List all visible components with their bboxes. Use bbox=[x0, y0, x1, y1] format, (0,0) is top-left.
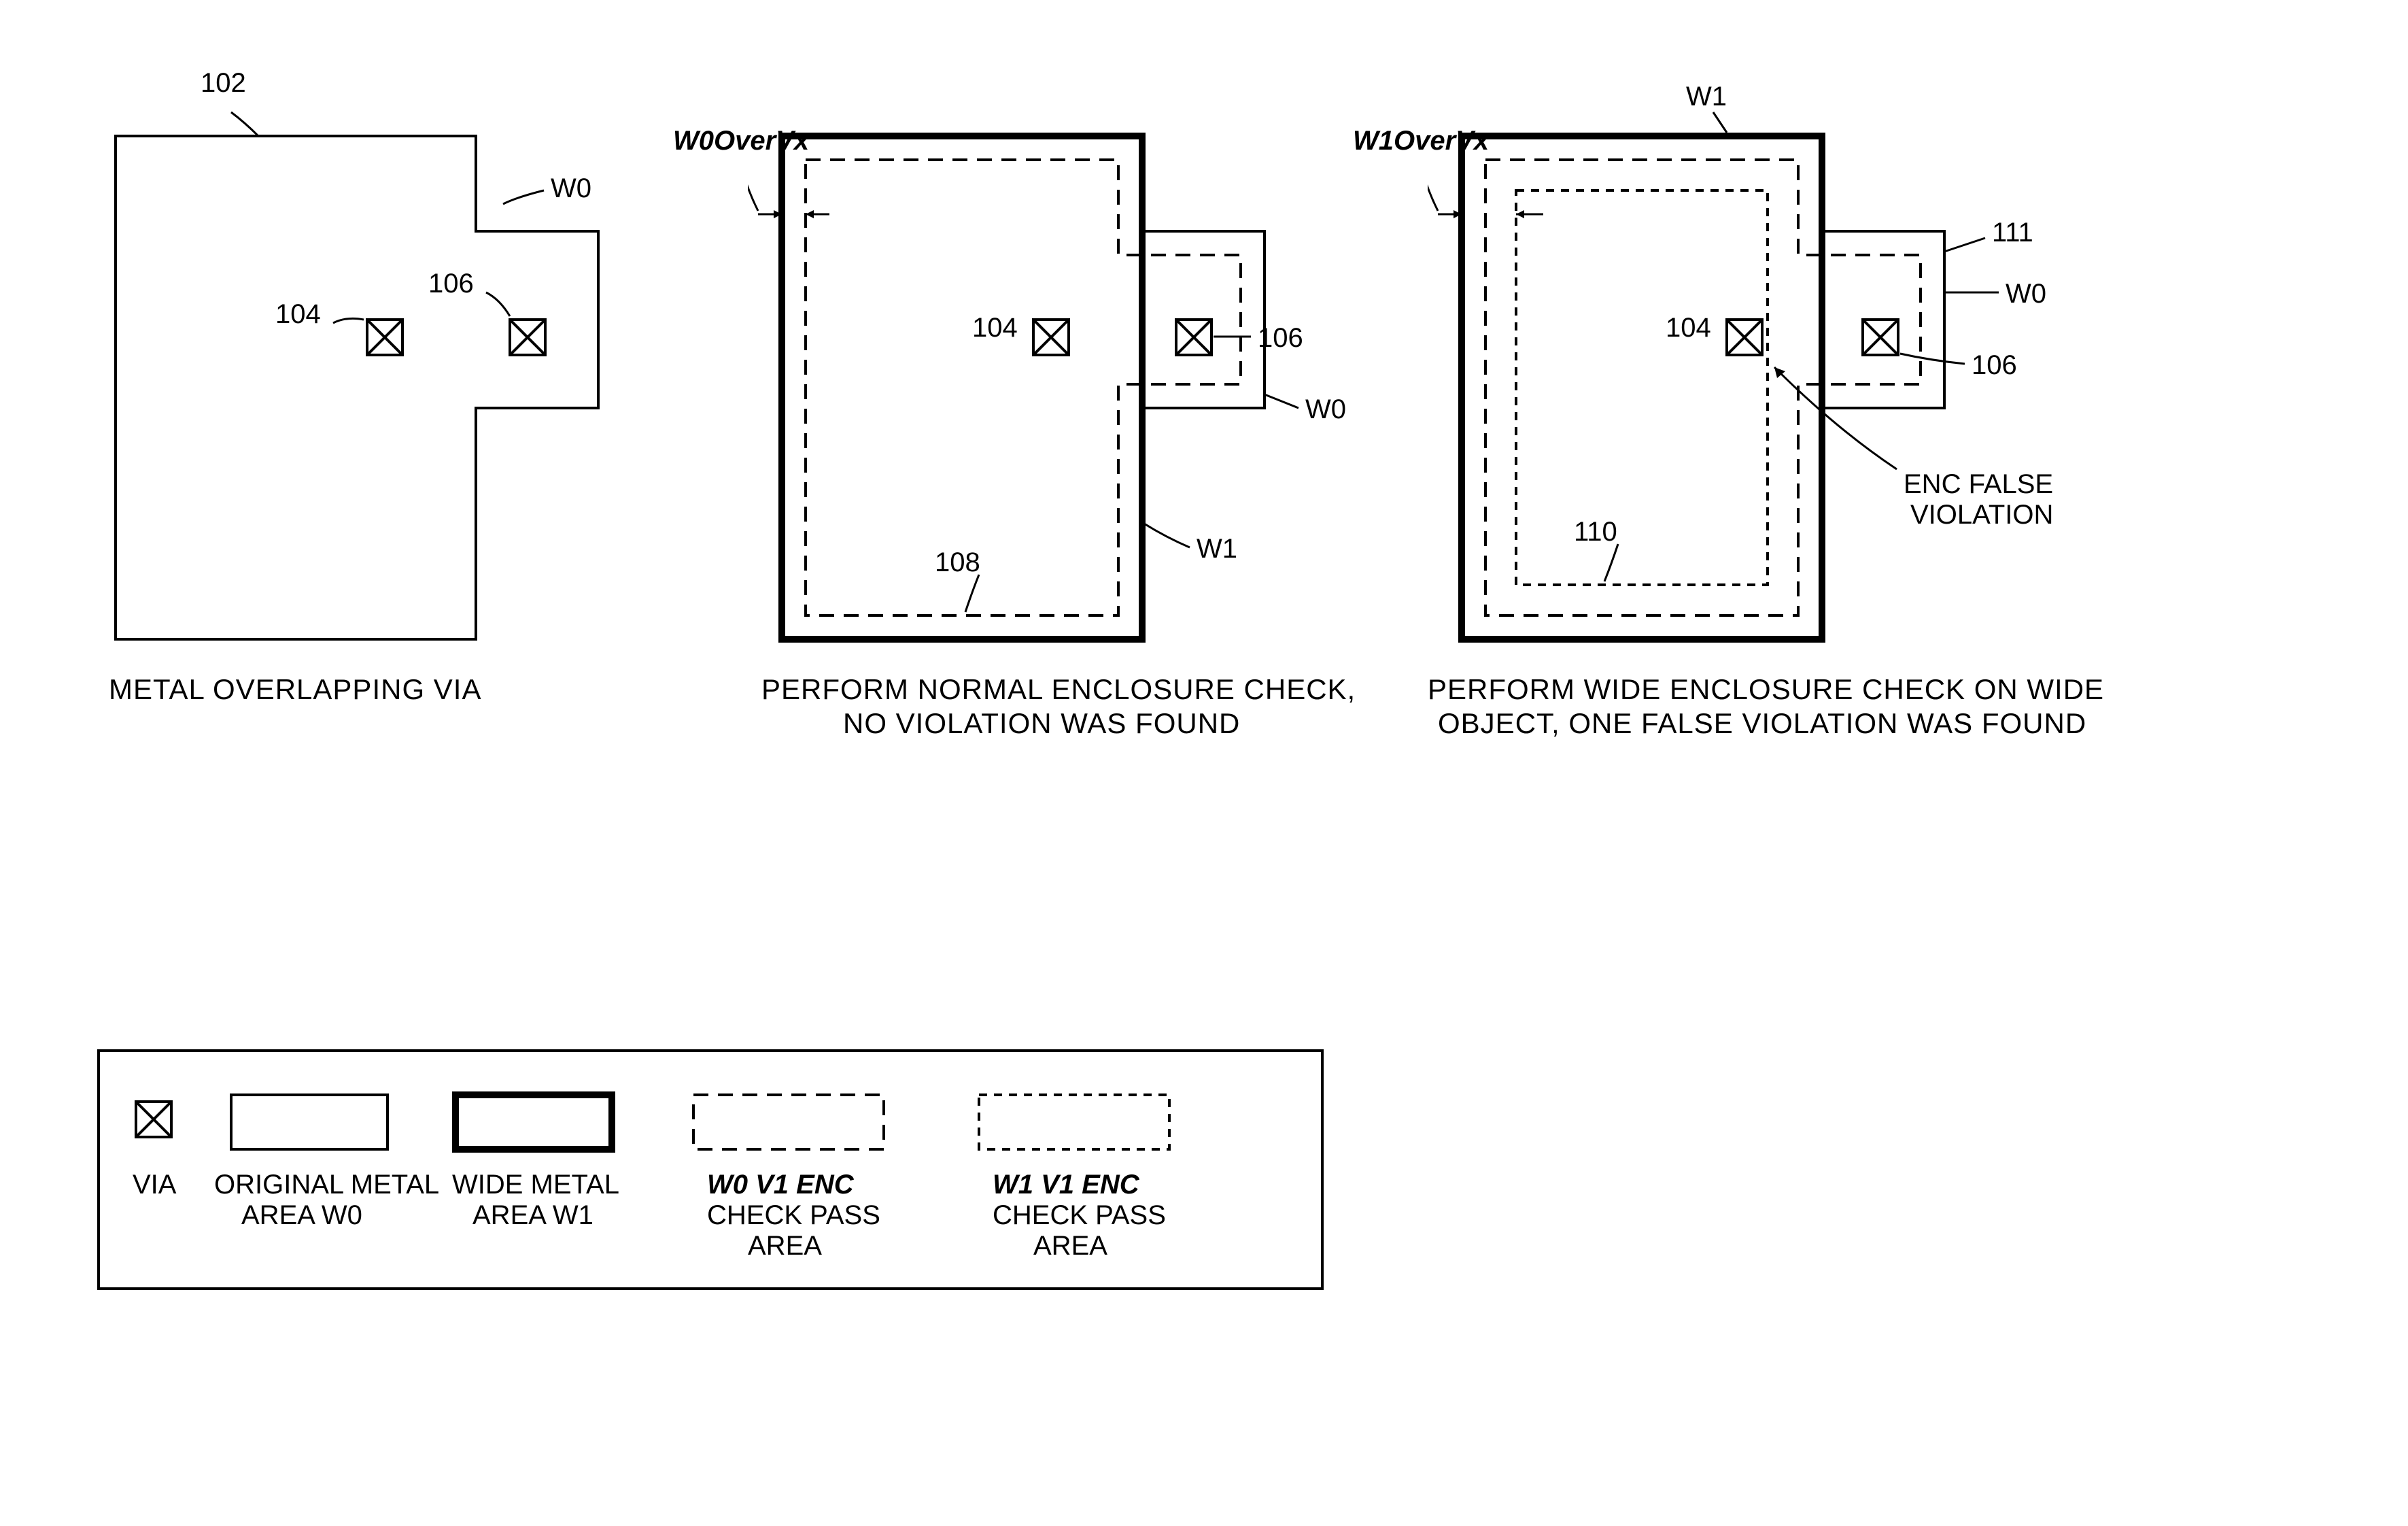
caption-mid-l1: PERFORM NORMAL ENCLOSURE CHECK, bbox=[761, 673, 1356, 706]
caption-mid-l2: NO VIOLATION WAS FOUND bbox=[843, 707, 1240, 740]
label-108: 108 bbox=[935, 547, 980, 578]
legend-wide-l2: AREA W1 bbox=[472, 1200, 594, 1231]
label-111: 111 bbox=[1992, 218, 2033, 248]
label-w1-mid: W1 bbox=[1197, 534, 1237, 564]
legend-w0v1-l1: W0 V1 ENC bbox=[707, 1170, 854, 1200]
label-106-right: 106 bbox=[1972, 350, 2017, 381]
legend-wide-l1: WIDE METAL bbox=[452, 1170, 619, 1200]
legend-orig-l2: AREA W0 bbox=[241, 1200, 362, 1231]
label-102: 102 bbox=[201, 68, 246, 99]
label-104-mid: 104 bbox=[972, 313, 1018, 343]
label-encfalse-2: VIOLATION bbox=[1910, 500, 2053, 530]
panel-left bbox=[95, 88, 639, 646]
legend-orig-l1: ORIGINAL METAL bbox=[214, 1170, 439, 1200]
caption-right-l2: OBJECT, ONE FALSE VIOLATION WAS FOUND bbox=[1438, 707, 2086, 740]
caption-left: METAL OVERLAPPING VIA bbox=[109, 673, 481, 706]
legend-w1v1-l3: AREA bbox=[1033, 1231, 1107, 1261]
label-104-right: 104 bbox=[1666, 313, 1711, 343]
label-encfalse-1: ENC FALSE bbox=[1904, 469, 2053, 500]
label-110: 110 bbox=[1574, 517, 1617, 547]
label-w0-mid: W0 bbox=[1305, 394, 1346, 425]
caption-right-l1: PERFORM WIDE ENCLOSURE CHECK ON WIDE bbox=[1428, 673, 2104, 706]
legend-w0v1-l3: AREA bbox=[748, 1231, 822, 1261]
legend-w1v1-l1: W1 V1 ENC bbox=[993, 1170, 1139, 1200]
label-w1-top: W1 bbox=[1686, 82, 1727, 112]
label-w0overvx: W0OverVx bbox=[673, 126, 809, 156]
legend-w1v1-l2: CHECK PASS bbox=[993, 1200, 1166, 1231]
label-w0-right: W0 bbox=[2006, 279, 2046, 309]
legend-w0v1-l2: CHECK PASS bbox=[707, 1200, 880, 1231]
legend-via: VIA bbox=[133, 1170, 176, 1200]
label-106-mid: 106 bbox=[1258, 323, 1303, 354]
label-w1overvx: W1OverVx bbox=[1353, 126, 1489, 156]
label-106-left: 106 bbox=[428, 269, 474, 299]
label-104-left: 104 bbox=[275, 299, 321, 330]
label-w0-left: W0 bbox=[551, 173, 591, 204]
